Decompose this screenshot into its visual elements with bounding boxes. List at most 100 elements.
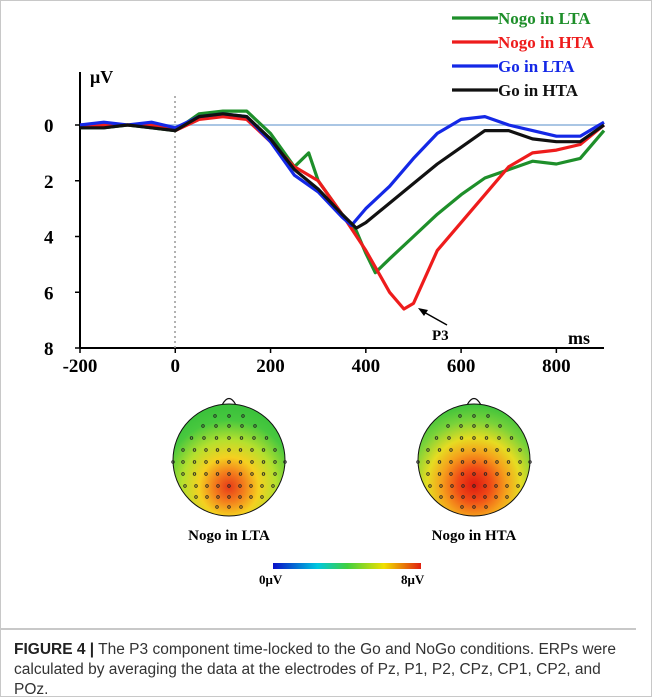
electrode-dot (240, 424, 244, 428)
legend-label: Nogo in HTA (498, 33, 595, 52)
electrode-dot (239, 505, 243, 509)
x-tick-label: 0 (171, 356, 181, 377)
erp-figure: -200 0 200 400 600 800 0 2 4 6 8 μV ms P3 Nogo in… (44, 9, 606, 587)
electrode-dot (528, 460, 532, 464)
electrode-dot (459, 424, 463, 428)
electrode-dot (205, 495, 209, 499)
electrode-dot (192, 472, 197, 476)
electrode-dot (250, 472, 254, 476)
topomap-nogo-lta (171, 397, 287, 517)
legend-label: Nogo in LTA (498, 9, 591, 28)
electrode-dot (214, 436, 219, 440)
electrode-dot (227, 484, 231, 488)
electrode-dot (497, 436, 501, 440)
electrode-dot (460, 460, 465, 464)
electrode-dot (261, 472, 266, 476)
electrode-dot (518, 472, 522, 476)
electrode-dot (472, 495, 476, 499)
colorbar (273, 563, 421, 569)
electrode-dot (450, 495, 454, 499)
electrode-dot (183, 484, 187, 488)
electrode-dot (450, 484, 454, 488)
electrode-dot (483, 460, 488, 464)
caption-separator: | (89, 641, 95, 658)
x-axis-label: ms (568, 328, 590, 348)
electrode-dot (505, 495, 509, 499)
electrode-dot (227, 505, 231, 509)
electrode-dot (484, 436, 489, 440)
electrode-dot (227, 414, 231, 418)
electrode-dot (204, 460, 208, 464)
electrode-dot (498, 424, 502, 428)
electrode-dot (495, 460, 499, 464)
figure-label: FIGURE 4 (14, 641, 86, 658)
electrode-dot (434, 436, 439, 440)
electrode-dot (483, 472, 488, 476)
electrode-dot (516, 484, 520, 488)
electrode-dot (472, 472, 476, 476)
electrode-dot (416, 460, 420, 464)
electrode-dot (249, 495, 253, 499)
electrode-dot (215, 505, 219, 509)
electrode-dot (261, 448, 266, 452)
electrode-dot (495, 472, 499, 476)
electrode-dot (439, 495, 443, 499)
electrode-dot (518, 448, 522, 452)
electrode-dot (253, 424, 257, 428)
electrode-dot (426, 448, 430, 452)
electrode-dot (260, 484, 264, 488)
electrode-dot (472, 424, 476, 428)
electrode-dot (271, 484, 275, 488)
electrode-dot (460, 472, 465, 476)
electrode-dot (264, 436, 269, 440)
legend-label: Go in HTA (498, 81, 579, 100)
electrode-dot (449, 448, 453, 452)
electrode-dot (472, 448, 476, 452)
electrode-dot (472, 484, 476, 488)
x-tick-label: -200 (63, 356, 98, 377)
electrode-dot (227, 495, 231, 499)
electrode-dot (472, 505, 476, 509)
electrode-dot (181, 472, 185, 476)
electrode-dot (446, 424, 450, 428)
electrode-dot (238, 484, 242, 488)
x-tick-label: 800 (542, 356, 571, 377)
electrode-dot (214, 424, 218, 428)
electrode-dot (260, 495, 264, 499)
electrode-dot (215, 472, 220, 476)
electrode-dot (449, 472, 453, 476)
electrode-dot (252, 436, 256, 440)
series-lines (79, 109, 606, 311)
nose-hta (466, 397, 482, 406)
electrode-dot (227, 460, 231, 464)
topomap-label-hta: Nogo in HTA (432, 528, 517, 544)
electrode-dot (506, 448, 511, 452)
electrode-dot (437, 448, 442, 452)
electrode-dot (273, 460, 277, 464)
electrode-dot (238, 472, 243, 476)
electrode-dot (485, 424, 489, 428)
figure-caption: FIGURE 4 | The P3 component time-locked … (0, 628, 636, 700)
p3-annotation-label: P3 (432, 328, 449, 344)
y-tick-label: 4 (44, 228, 54, 249)
legend: Nogo in LTA Nogo in HTA Go in LTA Go in HTA (452, 9, 595, 100)
electrode-dot (181, 448, 185, 452)
y-tick-label: 2 (44, 172, 54, 193)
electrode-dot (201, 424, 205, 428)
electrode-dot (283, 460, 287, 464)
topomap-nogo-hta (416, 397, 532, 517)
electrode-dot (426, 472, 430, 476)
electrode-dot (238, 460, 243, 464)
electrode-dot (461, 495, 465, 499)
electrode-dot (437, 472, 442, 476)
topomap-label-lta: Nogo in LTA (188, 528, 270, 544)
electrode-dot (486, 414, 490, 418)
electrode-dot (227, 448, 231, 452)
electrode-dot (460, 505, 464, 509)
electrode-dot (215, 460, 220, 464)
electrode-dot (439, 484, 443, 488)
electrode-dot (215, 448, 220, 452)
electrode-dot (494, 495, 498, 499)
electrode-dot (459, 436, 464, 440)
series-line-go-in-lta (79, 112, 605, 227)
